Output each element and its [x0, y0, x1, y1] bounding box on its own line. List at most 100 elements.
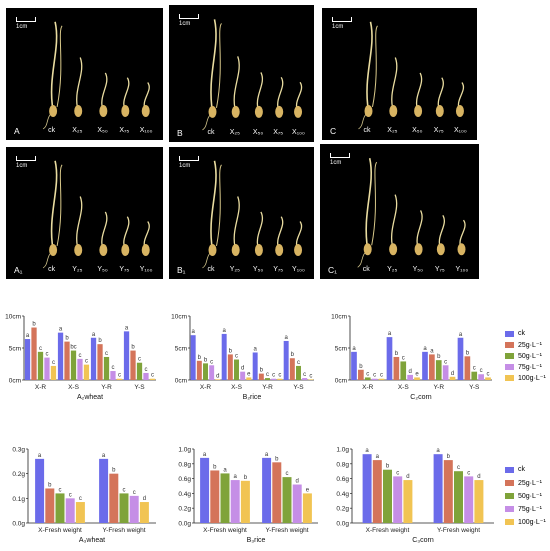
seedling	[141, 82, 150, 117]
significance-letter: e	[415, 371, 419, 377]
x-tick-label: X-Fresh weight	[366, 527, 410, 534]
x-tick-label: Y-Fresh weight	[265, 527, 308, 534]
chart-title: A₂wheat	[77, 394, 103, 401]
significance-letter: c	[59, 487, 62, 493]
legend-item: 75g·L⁻¹	[505, 505, 542, 513]
seedling	[42, 160, 63, 269]
treatment-label: X₂₅	[229, 129, 240, 136]
significance-letter: c	[144, 367, 147, 373]
significance-letter: c	[487, 371, 490, 377]
y-tick-label: 0.8g	[336, 461, 349, 468]
treatment-label: Y₁₀₀	[139, 266, 153, 273]
bar	[478, 374, 484, 380]
panel-label: C	[330, 126, 337, 136]
significance-letter: a	[203, 452, 207, 458]
seedling	[99, 211, 108, 256]
panel-label: C₁	[328, 265, 338, 275]
bar	[433, 454, 443, 523]
seedling	[275, 216, 284, 256]
significance-letter: d	[408, 369, 411, 375]
significance-letter: a	[92, 332, 96, 338]
bar	[362, 454, 372, 523]
significance-letter: c	[235, 354, 238, 360]
y-tick-label: 5cm	[9, 346, 21, 353]
significance-letter: d	[143, 496, 146, 502]
bar	[277, 378, 283, 380]
significance-letter: c	[111, 365, 114, 371]
x-tick-label: X-R	[35, 384, 47, 391]
bar	[443, 460, 453, 523]
bar	[109, 473, 119, 523]
y-tick-label: 0.8g	[178, 461, 191, 468]
significance-letter: a	[352, 346, 356, 352]
legend-item: 100g·L⁻¹	[505, 374, 546, 382]
significance-letter: b	[198, 355, 202, 361]
significance-letter: a	[192, 329, 196, 335]
chart-svg: 0cm5cm10cmabcccX-RabbcccX-SabcccY-Rabccc…	[5, 314, 156, 401]
bar	[129, 495, 139, 523]
bar	[252, 352, 258, 380]
significance-letter: c	[69, 492, 72, 498]
y-tick-label: 0.2g	[178, 506, 191, 513]
treatment-label: ck	[207, 129, 215, 136]
treatment-label: Y₇₅	[119, 266, 130, 273]
bar	[429, 354, 435, 380]
bar	[358, 369, 364, 380]
panel-label: A	[14, 126, 20, 136]
significance-letter: c	[309, 373, 312, 379]
bar	[64, 341, 70, 380]
bar	[103, 356, 110, 380]
y-tick-label: 1.0g	[178, 447, 191, 454]
scale-bar	[179, 14, 199, 19]
x-tick-label: X-S	[68, 384, 80, 391]
photo-panel-A1: 1cm A₁ ck Y₂₅ Y₅₀ Y₇₅ Y₁₀₀	[6, 147, 163, 279]
x-tick-label: X-R	[362, 384, 374, 391]
significance-letter: a	[102, 453, 106, 459]
legend-item: 75g·L⁻¹	[505, 363, 542, 371]
y-tick-label: 10cm	[5, 314, 21, 321]
chart-C3: 0.0g 0.2g 0.4g 0.6g 0.8g 1.0g a a b c d X-Fresh wei…	[326, 425, 498, 550]
seedlings-illustration	[357, 158, 466, 268]
treatment-label: Y₂₅	[72, 266, 83, 273]
treatment-label: X₅₀	[252, 129, 264, 136]
x-tick-label: Y-S	[134, 384, 145, 391]
treatment-label: Y₅₀	[97, 266, 108, 273]
significance-letter: c	[278, 373, 281, 379]
seedling	[254, 211, 263, 256]
chart-title: A₃wheat	[79, 537, 105, 544]
bar	[90, 337, 97, 380]
chart-A3: 0.0g 0.1g 0.2g 0.3g a b c c c X-Fresh weight a b c c d…	[0, 425, 160, 550]
bar	[351, 351, 357, 380]
bar	[485, 377, 491, 380]
x-tick-label: Y-R	[433, 384, 444, 391]
seedling	[231, 196, 240, 256]
bar	[83, 364, 90, 380]
y-tick-label: 0cm	[9, 378, 21, 385]
treatment-label: ck	[48, 266, 56, 273]
significance-letter: c	[85, 359, 88, 365]
x-tick-label: Y-Fresh weight	[102, 527, 145, 534]
bar	[407, 374, 413, 380]
bar	[464, 476, 474, 523]
seedling	[121, 77, 130, 117]
significance-letter: c	[396, 470, 399, 476]
x-tick-label: Y-S	[293, 384, 304, 391]
bar	[234, 359, 239, 380]
bar	[203, 363, 208, 380]
seedlings-illustration	[202, 160, 303, 269]
significance-letter: c	[303, 372, 306, 378]
seedling	[141, 221, 150, 256]
significance-letter: c	[78, 353, 81, 359]
seedling	[389, 194, 398, 256]
significance-letter: a	[376, 454, 380, 460]
significance-letter: a	[388, 331, 392, 337]
legend-item: 25g·L⁻¹	[505, 479, 542, 487]
seedling	[202, 19, 222, 131]
y-tick-label: 0.1g	[12, 496, 25, 503]
bar	[149, 378, 156, 380]
seedling	[414, 210, 423, 256]
legend-item: 25g·L⁻¹	[505, 341, 542, 349]
treatment-label: Y₂₅	[229, 266, 240, 273]
legend-bottom: ck 25g·L⁻¹ 50g·L⁻¹ 75g·L⁻¹ 100g·L⁻¹	[505, 466, 550, 526]
bar	[292, 484, 302, 523]
